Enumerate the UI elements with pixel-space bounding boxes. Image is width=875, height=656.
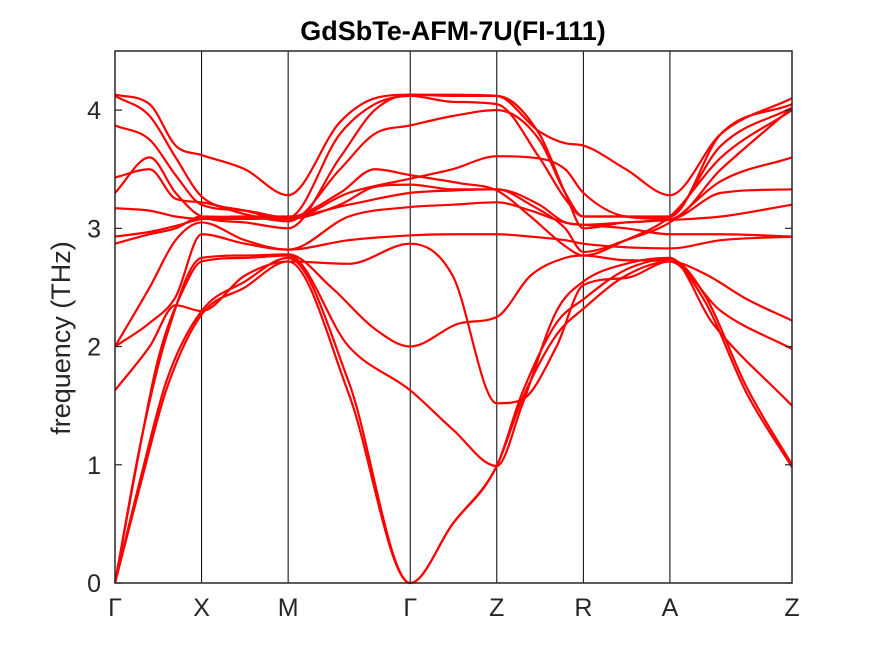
y-axis-label: frequency (THz) [46, 241, 76, 435]
plot-area [115, 51, 792, 583]
phonon-bands [113, 93, 793, 585]
phonon-band-line [114, 242, 793, 405]
phonon-band-line [114, 109, 793, 257]
y-axis-ticks: 0 1 2 3 4 [87, 97, 792, 598]
x-tick-label: X [193, 594, 210, 622]
phonon-band-line [113, 253, 793, 584]
x-tick-label: Γ [108, 594, 122, 622]
plot-frame [114, 50, 793, 584]
x-tick-label: A [662, 594, 679, 622]
high-symmetry-lines [201, 51, 671, 583]
x-tick-label: Z [784, 594, 799, 622]
phonon-band-line [114, 94, 793, 238]
y-tick-label: 2 [87, 334, 101, 362]
chart-title: GdSbTe-AFM-7U(FI-111) [300, 16, 606, 46]
x-tick-label: M [278, 594, 299, 622]
phonon-band-line [114, 94, 793, 219]
x-tick-label: Γ [403, 594, 417, 622]
y-tick-label: 4 [87, 97, 101, 125]
y-tick-label: 0 [87, 570, 101, 598]
y-tick-label: 1 [87, 452, 101, 480]
phonon-band-line [114, 233, 793, 348]
phonon-band-line [114, 93, 793, 197]
x-tick-label: Z [489, 594, 504, 622]
x-tick-label: R [574, 594, 592, 622]
y-tick-label: 3 [87, 215, 101, 243]
